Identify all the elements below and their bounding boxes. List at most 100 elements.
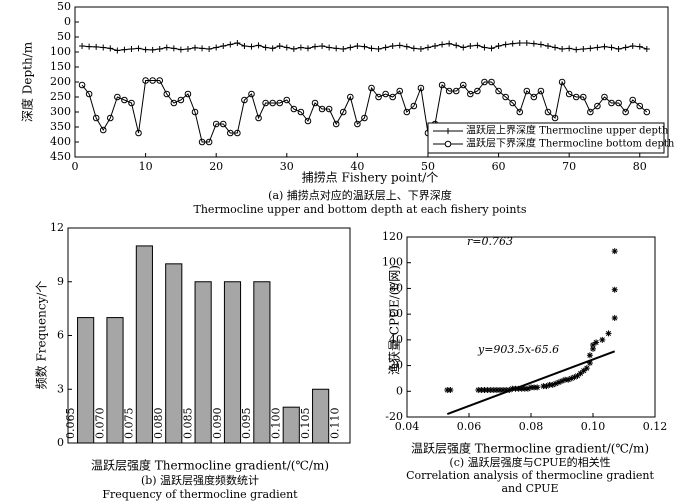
marker xyxy=(325,105,333,113)
y-tick-label: 150 xyxy=(50,60,71,73)
marker xyxy=(605,330,612,337)
caption: Correlation analysis of thermocline grad… xyxy=(406,469,654,482)
x-tick-label: 0.085 xyxy=(181,408,194,440)
marker xyxy=(490,387,497,393)
marker xyxy=(99,126,107,134)
y-tick-label: 20 xyxy=(389,359,403,372)
marker xyxy=(571,374,578,381)
marker xyxy=(177,46,184,53)
marker xyxy=(149,46,156,53)
marker xyxy=(587,45,594,52)
bar xyxy=(312,388,330,444)
x-tick-label: 0.04 xyxy=(395,420,420,433)
x-tick-label: 0.080 xyxy=(152,408,165,440)
marker xyxy=(368,84,375,92)
trend-line xyxy=(446,350,616,415)
x-tick-label: 0.08 xyxy=(519,420,544,433)
marker xyxy=(212,120,220,128)
marker xyxy=(213,44,220,51)
x-axis-label: 温跃层强度 Thermocline gradient/(℃/m) xyxy=(411,441,649,456)
marker xyxy=(546,381,553,388)
x-tick-label: 10 xyxy=(139,160,153,173)
marker xyxy=(481,78,488,86)
marker xyxy=(382,44,389,51)
marker xyxy=(219,120,227,128)
marker xyxy=(636,102,644,110)
marker xyxy=(509,99,516,107)
marker xyxy=(163,90,171,98)
marker xyxy=(500,387,507,393)
marker xyxy=(629,96,637,104)
marker xyxy=(608,44,615,51)
marker xyxy=(234,40,241,46)
bar xyxy=(135,245,153,444)
marker xyxy=(523,87,531,95)
marker xyxy=(552,44,559,51)
marker xyxy=(572,93,580,101)
marker xyxy=(106,114,114,122)
marker xyxy=(149,77,156,84)
marker xyxy=(79,43,86,49)
marker xyxy=(269,99,276,107)
marker xyxy=(255,42,262,49)
marker xyxy=(311,99,319,107)
bar xyxy=(194,281,212,444)
marker xyxy=(488,78,495,86)
marker xyxy=(361,114,368,122)
marker xyxy=(524,385,531,392)
marker xyxy=(493,387,500,393)
marker xyxy=(85,90,93,98)
marker xyxy=(475,387,482,393)
marker xyxy=(467,43,474,49)
marker xyxy=(312,43,319,50)
marker xyxy=(622,108,629,116)
marker xyxy=(375,46,382,52)
marker xyxy=(586,352,593,359)
x-axis-label: 捕捞点 Fishery point/个 xyxy=(302,170,439,185)
marker xyxy=(534,384,541,391)
marker xyxy=(297,44,304,51)
marker xyxy=(121,96,128,104)
y-tick-label: 3 xyxy=(57,382,64,395)
y-tick-label: 250 xyxy=(50,90,71,103)
x-tick-label: 70 xyxy=(562,160,576,173)
bar xyxy=(253,281,271,444)
marker xyxy=(318,105,326,113)
marker xyxy=(297,108,305,116)
marker xyxy=(439,41,446,48)
marker xyxy=(100,44,107,51)
y-tick-label: 350 xyxy=(50,120,71,133)
marker xyxy=(562,376,569,383)
y-tick-label: 0 xyxy=(396,384,403,397)
marker xyxy=(599,336,606,343)
marker xyxy=(453,42,460,49)
y-tick-label: 0 xyxy=(57,436,64,449)
marker xyxy=(184,46,191,52)
marker xyxy=(512,385,519,392)
marker xyxy=(445,87,453,95)
marker xyxy=(459,81,467,89)
caption: (a) 捕捞点对应的温跃层上、下界深度 xyxy=(268,188,452,202)
marker xyxy=(142,46,149,53)
marker xyxy=(579,93,587,101)
marker xyxy=(276,99,284,107)
marker xyxy=(121,46,128,53)
x-tick-label: 0.065 xyxy=(64,408,77,440)
marker xyxy=(611,248,618,255)
x-tick-label: 40 xyxy=(350,160,364,173)
marker xyxy=(460,44,467,51)
marker xyxy=(611,315,618,321)
marker xyxy=(156,46,163,52)
y-tick-label: 200 xyxy=(50,75,71,88)
marker xyxy=(577,370,584,377)
marker xyxy=(608,99,615,107)
marker xyxy=(543,383,550,390)
marker xyxy=(347,44,354,51)
marker xyxy=(403,43,410,50)
y-tick-label: 300 xyxy=(50,105,71,118)
marker xyxy=(558,78,566,86)
marker xyxy=(516,108,524,116)
marker xyxy=(354,43,361,49)
marker xyxy=(478,387,485,393)
marker xyxy=(389,93,396,101)
